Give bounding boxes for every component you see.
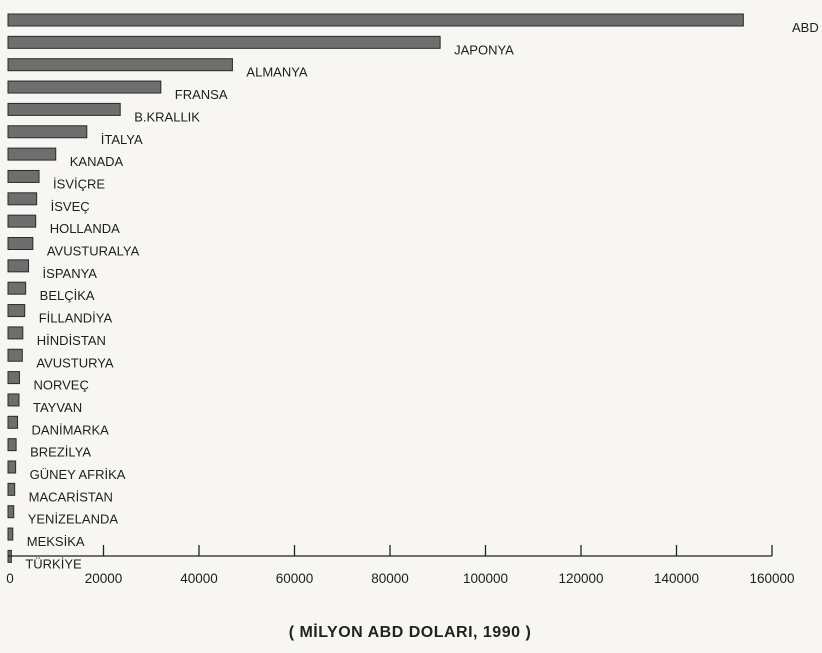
category-label-7: İSVİÇRE xyxy=(53,176,105,191)
category-label-9: HOLLANDA xyxy=(50,221,120,236)
category-label-22: YENİZELANDA xyxy=(28,512,119,527)
bars-layer xyxy=(7,13,744,563)
category-labels-layer: ABD JAPONYA ALMANYA FRANSA B.KRALLIK İTALYA KA… xyxy=(25,20,818,571)
x-axis: 0 20000 40000 60000 80000 100000 120000 140000 1… xyxy=(6,545,795,586)
category-label-18: DANİMARKA xyxy=(32,422,110,437)
bar-9 xyxy=(7,214,37,228)
bar-6 xyxy=(7,147,57,161)
bar-12 xyxy=(7,281,27,295)
category-label-1: JAPONYA xyxy=(454,42,514,57)
bar-22 xyxy=(7,505,15,519)
category-label-12: BELÇİKA xyxy=(40,288,95,303)
bar-21 xyxy=(7,482,16,496)
category-label-20: GÜNEY AFRİKA xyxy=(30,467,126,482)
bar-18 xyxy=(7,415,19,429)
bar-13 xyxy=(7,304,26,318)
x-tick-label-2: 40000 xyxy=(180,571,218,586)
bar-14 xyxy=(7,326,24,340)
bar-17 xyxy=(7,393,20,407)
bar-5 xyxy=(7,125,88,139)
category-label-13: FİLLANDİYA xyxy=(39,311,113,326)
bar-4 xyxy=(7,102,121,116)
x-tick-label-3: 60000 xyxy=(276,571,314,586)
category-label-5: İTALYA xyxy=(101,132,143,147)
category-label-14: HİNDİSTAN xyxy=(37,333,106,348)
bar-23 xyxy=(7,527,14,541)
category-label-8: İSVEÇ xyxy=(51,199,90,214)
x-tick-label-5: 100000 xyxy=(463,571,508,586)
category-label-16: NORVEÇ xyxy=(33,378,88,393)
bar-10 xyxy=(7,237,34,250)
x-tick-label-4: 80000 xyxy=(371,571,409,586)
category-label-15: AVUSTURYA xyxy=(36,355,114,370)
category-label-6: KANADA xyxy=(70,154,124,169)
x-tick-label-6: 120000 xyxy=(558,571,603,586)
bar-7 xyxy=(7,169,40,183)
category-label-23: MEKSİKA xyxy=(27,534,85,549)
bar-19 xyxy=(7,438,17,452)
category-label-19: BREZİLYA xyxy=(30,445,91,460)
bar-15 xyxy=(7,348,23,362)
category-label-21: MACARİSTAN xyxy=(29,489,113,504)
bar-3 xyxy=(7,80,162,94)
category-label-4: B.KRALLIK xyxy=(134,109,200,124)
bar-1 xyxy=(7,35,441,49)
bar-20 xyxy=(7,460,17,474)
bar-2 xyxy=(7,58,233,72)
x-tick-label-0: 0 xyxy=(6,571,14,586)
bar-8 xyxy=(7,192,38,206)
category-label-0: ABD xyxy=(792,20,819,35)
x-tick-label-1: 20000 xyxy=(85,571,123,586)
bar-0 xyxy=(7,13,744,27)
bar-16 xyxy=(7,371,20,385)
bar-11 xyxy=(7,259,30,273)
x-tick-label-8: 160000 xyxy=(749,571,794,586)
x-axis-title: ( MİLYON ABD DOLARI, 1990 ) xyxy=(289,623,532,641)
category-label-24: TÜRKİYE xyxy=(25,556,82,571)
x-tick-label-7: 140000 xyxy=(654,571,699,586)
category-label-2: ALMANYA xyxy=(246,65,307,80)
category-label-3: FRANSA xyxy=(175,87,228,102)
category-label-11: İSPANYA xyxy=(43,266,98,281)
category-label-17: TAYVAN xyxy=(33,400,82,415)
category-label-10: AVUSTURALYA xyxy=(47,244,140,259)
